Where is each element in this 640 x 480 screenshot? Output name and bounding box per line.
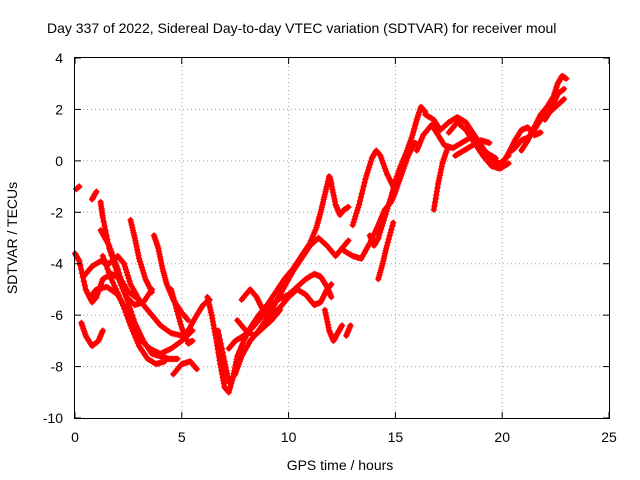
y-tick-label: -2 <box>51 204 64 220</box>
series-arc-33 <box>541 85 568 123</box>
x-tick-label: 10 <box>281 429 297 445</box>
series-markers <box>234 306 284 339</box>
x-tick-label: 20 <box>494 429 510 445</box>
series-markers <box>238 281 335 319</box>
chart-title: Day 337 of 2022, Sidereal Day-to-day VTE… <box>47 20 556 36</box>
x-tick-label: 0 <box>71 429 79 445</box>
series-markers <box>366 178 399 249</box>
series-arc-20 <box>343 322 354 339</box>
series-markers <box>430 147 450 213</box>
x-axis-label: GPS time / hours <box>287 457 394 473</box>
series-markers <box>167 286 196 347</box>
y-tick-label: 0 <box>55 153 63 169</box>
series-markers <box>99 252 168 368</box>
x-tick-label: 15 <box>388 429 404 445</box>
series-markers <box>72 183 83 193</box>
series-markers <box>518 72 570 154</box>
series-arc-17 <box>238 281 335 319</box>
series-markers <box>321 306 346 345</box>
series-markers <box>127 216 156 296</box>
y-tick-label: -8 <box>51 359 64 375</box>
y-axis-label: SDTVAR / TECUs <box>4 182 20 294</box>
series-markers <box>541 85 568 123</box>
series-arc-4 <box>78 319 106 350</box>
y-tick-label: 4 <box>55 50 63 66</box>
series-markers <box>375 219 397 283</box>
series-arc-19 <box>321 306 346 345</box>
series-markers <box>97 198 143 303</box>
series-arc-1 <box>72 183 83 193</box>
series-arc-11 <box>150 232 192 324</box>
series-arc-31 <box>505 124 544 157</box>
series-markers <box>88 188 100 203</box>
series-arc-27 <box>430 147 450 213</box>
series-arc-23 <box>366 178 399 249</box>
x-tick-label: 5 <box>178 429 186 445</box>
series-arc-10 <box>127 216 156 296</box>
x-tick-label: 25 <box>601 429 617 445</box>
series-markers <box>452 137 493 159</box>
series-arc-2 <box>88 188 100 203</box>
series-arc-8 <box>99 252 168 368</box>
series-arc-32 <box>518 72 570 154</box>
y-tick-label: -10 <box>43 410 63 426</box>
y-tick-label: -4 <box>51 256 64 272</box>
y-tick-label: 2 <box>55 101 63 117</box>
y-tick-label: -6 <box>51 307 64 323</box>
plot-frame <box>74 57 610 419</box>
series-arc-12 <box>167 286 196 347</box>
series-arc-18 <box>234 306 284 339</box>
series-markers <box>170 358 200 378</box>
series-markers <box>343 322 354 339</box>
series-markers <box>78 319 106 350</box>
series-arc-24 <box>375 219 397 283</box>
series-arc-9 <box>97 198 143 303</box>
series-arc-29 <box>452 137 493 159</box>
series-arc-13 <box>170 358 200 378</box>
series-layer <box>71 72 570 396</box>
series-markers <box>150 232 192 324</box>
